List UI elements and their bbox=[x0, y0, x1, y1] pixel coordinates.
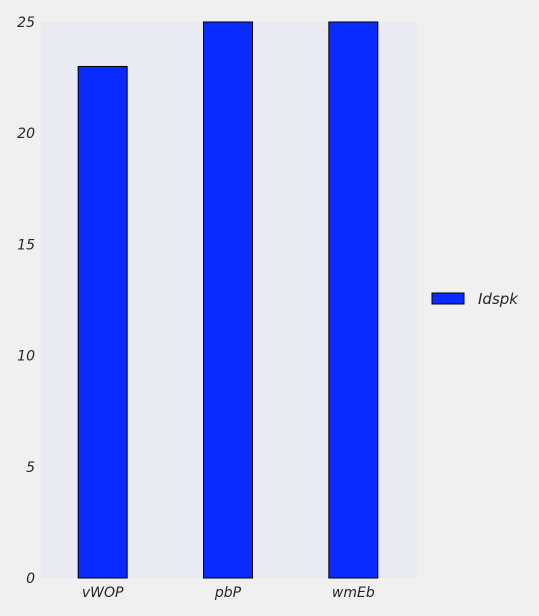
bars-group bbox=[77, 21, 379, 579]
bar-wmEb bbox=[328, 21, 379, 579]
y-tick-label: 20 bbox=[17, 126, 35, 142]
y-tick-label: 0 bbox=[26, 571, 35, 587]
y-tick-label: 25 bbox=[17, 15, 35, 31]
bar-pbP bbox=[203, 21, 253, 579]
x-axis: vWOP pbP wmEb bbox=[82, 585, 375, 601]
x-tick-label: pbP bbox=[214, 585, 242, 601]
y-tick-label: 5 bbox=[26, 460, 35, 476]
y-tick-label: 15 bbox=[17, 237, 35, 253]
y-tick-label: 10 bbox=[17, 349, 35, 365]
legend: Idspk bbox=[431, 290, 519, 308]
legend-label: Idspk bbox=[478, 290, 519, 308]
y-axis: 0 5 10 15 20 25 bbox=[17, 15, 35, 587]
legend-swatch bbox=[431, 292, 465, 305]
x-tick-label: wmEb bbox=[332, 585, 375, 601]
bar-vWOP bbox=[77, 65, 128, 579]
x-tick-label: vWOP bbox=[82, 585, 124, 601]
